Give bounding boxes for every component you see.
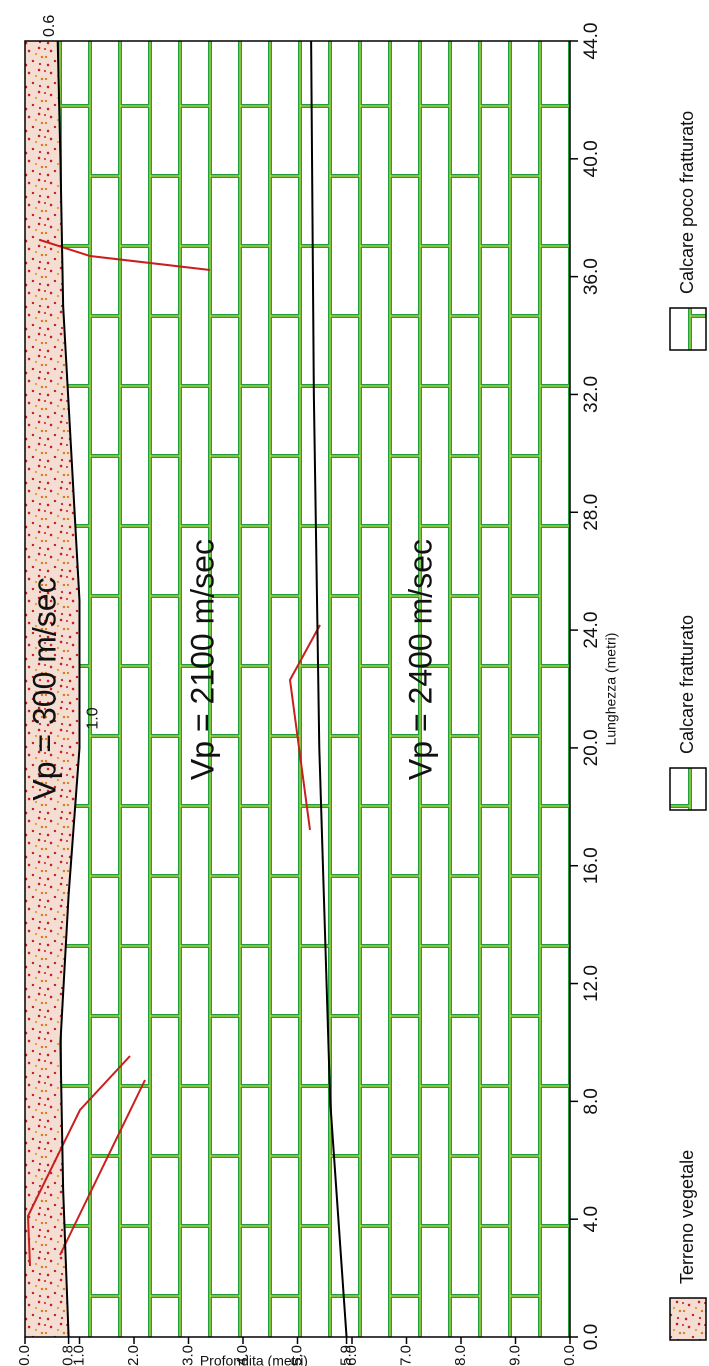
x-tick-label: 36.0 <box>581 258 602 295</box>
ray <box>59 1079 146 1256</box>
velocity-label: Vp = 2400 m/sec <box>402 539 438 780</box>
x-tick-label: 20.0 <box>581 729 602 766</box>
layer-area <box>57 41 347 1337</box>
ray <box>26 1055 131 1267</box>
y-tick-label: 10.0 <box>561 1345 578 1366</box>
y-tick-label: 3.0 <box>179 1345 196 1366</box>
legend-swatch <box>669 767 707 811</box>
overlay: Vp = 300 m/sec Vp = 2100 m/sec Vp = 2400 m… <box>16 15 707 1366</box>
annotation: 1.0 <box>85 707 102 729</box>
y-tick-label: 2.0 <box>125 1345 142 1366</box>
legend-label: Calcare fratturato <box>677 615 697 754</box>
layer-fills <box>25 41 570 1337</box>
y-tick-label: 0.8 <box>60 1345 77 1366</box>
legend-label: Terreno vegetale <box>677 1150 697 1284</box>
y-tick-label: 5.9 <box>338 1345 355 1366</box>
x-tick-label: 40.0 <box>581 140 602 177</box>
x-tick-label: 0.0 <box>581 1324 602 1350</box>
y-tick-label: 5.0 <box>288 1345 305 1366</box>
layer-boundary <box>56 40 81 1338</box>
legend-swatch <box>669 1297 707 1341</box>
ray-paths <box>26 239 321 1267</box>
x-tick-label: 44.0 <box>581 23 602 60</box>
x-tick-label: 28.0 <box>581 494 602 531</box>
y-tick-label: 6.0 <box>343 1345 360 1366</box>
y-tick-label: 0.0 <box>16 1345 33 1366</box>
layer-boundary <box>310 40 348 1338</box>
plot-group: Vp = 300 m/sec Vp = 2100 m/sec Vp = 2400 m… <box>16 15 707 1366</box>
velocity-label: Vp = 2100 m/sec <box>184 539 220 780</box>
x-tick-label: 16.0 <box>581 847 602 884</box>
y-tick-label: 1.0 <box>70 1345 87 1366</box>
x-tick-label: 8.0 <box>581 1088 602 1114</box>
layer-area <box>311 41 570 1337</box>
y-tick-label: 7.0 <box>397 1345 414 1366</box>
y-tick-label: 9.0 <box>506 1345 523 1366</box>
x-tick-label: 32.0 <box>581 376 602 413</box>
ray <box>39 239 211 271</box>
legend-swatch <box>669 307 707 351</box>
legend-label: Calcare poco fratturato <box>677 111 697 294</box>
y-tick-label: 4.0 <box>234 1345 251 1366</box>
annotation: 0.6 <box>41 15 58 37</box>
x-tick-label: 12.0 <box>581 965 602 1002</box>
velocity-label: Vp = 300 m/sec <box>26 577 62 800</box>
x-tick-label: 24.0 <box>581 612 602 649</box>
x-tick-label: 4.0 <box>581 1206 602 1232</box>
ray <box>288 624 321 831</box>
x-axis-label: Lunghezza (metri) <box>603 633 619 746</box>
y-axis-label: Profondita (metri) <box>200 1353 308 1366</box>
y-tick-label: 8.0 <box>452 1345 469 1366</box>
